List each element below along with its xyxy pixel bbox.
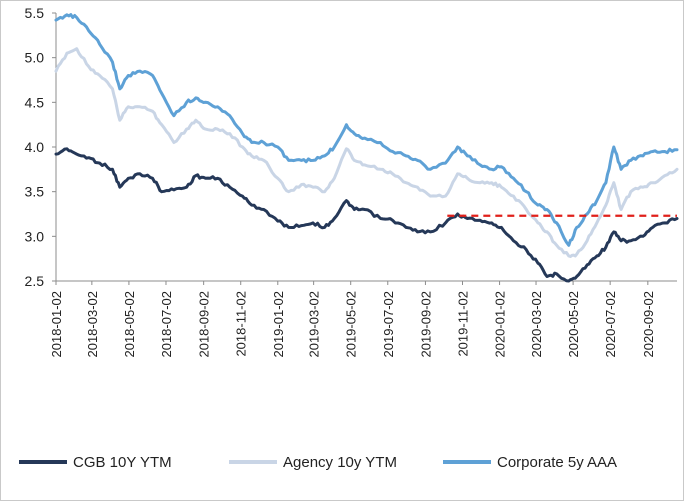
y-tick-label: 5.5 — [25, 5, 45, 21]
series-line-corporate-5y-aaa — [54, 13, 679, 247]
y-tick-label: 3.5 — [25, 184, 45, 200]
x-tick-label: 2019-03-02 — [307, 291, 322, 358]
x-tick-label: 2019-01-02 — [271, 291, 286, 358]
y-tick-label: 2.5 — [25, 273, 45, 289]
legend-label: Agency 10y YTM — [283, 454, 397, 471]
y-tick-label: 4.5 — [25, 94, 45, 110]
x-tick-label: 2019-07-02 — [381, 291, 396, 358]
x-tick-label: 2020-03-02 — [529, 291, 544, 358]
legend-label: CGB 10Y YTM — [73, 454, 172, 471]
x-tick-label: 2019-11-02 — [456, 291, 471, 357]
y-tick-label: 4.0 — [25, 139, 45, 155]
series-line-cgb-10y-ytm — [54, 147, 679, 283]
x-tick-label: 2020-07-02 — [603, 291, 618, 358]
series-layer — [54, 13, 679, 283]
x-tick-label: 2020-01-02 — [493, 291, 508, 358]
x-tick-label: 2018-07-02 — [159, 291, 174, 358]
x-tick-label: 2019-05-02 — [344, 291, 359, 358]
y-tick-label: 3.0 — [25, 228, 45, 244]
x-tick-label: 2018-01-02 — [49, 291, 64, 358]
x-tick-label: 2019-09-02 — [418, 291, 433, 358]
x-tick-label: 2018-11-02 — [234, 291, 249, 357]
x-tick-label: 2018-03-02 — [85, 291, 100, 358]
series-line-agency-10y-ytm — [54, 47, 679, 258]
x-tick-label: 2018-05-02 — [122, 291, 137, 358]
legend-label: Corporate 5y AAA — [497, 454, 617, 471]
x-tick-label: 2020-09-02 — [641, 291, 656, 358]
x-tick-label: 2018-09-02 — [197, 291, 212, 358]
chart-axes: 2.5 3.0 3.5 4.0 4.5 5.0 5.5 2018-01-02 2018-03-0… — [25, 5, 677, 358]
chart-legend: CGB 10Y YTM Agency 10y YTM Corporate 5y AA… — [19, 454, 617, 471]
y-tick-label: 5.0 — [25, 50, 45, 66]
x-tick-label: 2020-05-02 — [566, 291, 581, 358]
